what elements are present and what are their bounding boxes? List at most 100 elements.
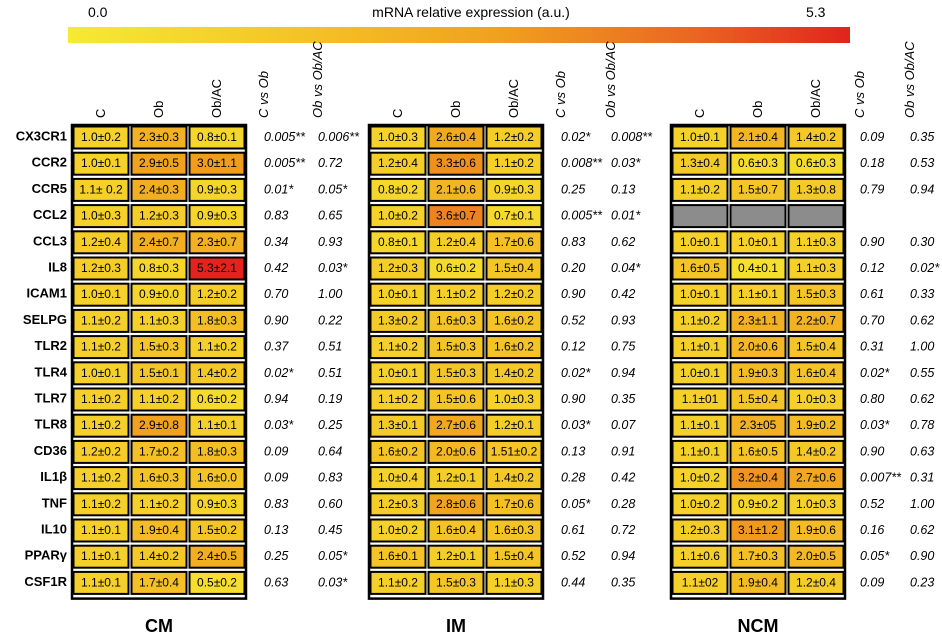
heatmap-cell bbox=[729, 282, 787, 307]
stat-value: 0.03* bbox=[860, 418, 890, 432]
cell-value: 0.6±0.3 bbox=[738, 156, 778, 170]
heatmap-cell bbox=[671, 335, 729, 360]
heatmap-cell bbox=[188, 151, 246, 176]
stat-value: 0.02* bbox=[561, 366, 591, 380]
heatmap-cell bbox=[72, 466, 130, 491]
heatmap-cell bbox=[369, 256, 427, 281]
cell-value: 1.2±0.4 bbox=[796, 575, 836, 589]
stat-value: 0.94 bbox=[910, 182, 934, 196]
stat-value: 0.09 bbox=[264, 471, 288, 485]
heatmap-cell bbox=[729, 439, 787, 464]
heatmap-cell bbox=[130, 282, 188, 307]
scale-min-label: 0.0 bbox=[88, 4, 108, 20]
heatmap-cell bbox=[130, 335, 188, 360]
heatmap-cell bbox=[72, 335, 130, 360]
cell-value: 2.1±0.6 bbox=[436, 182, 476, 196]
cell-value: 1.7±0.6 bbox=[494, 497, 534, 511]
stat-value: 0.19 bbox=[318, 392, 342, 406]
heatmap-cell bbox=[787, 544, 845, 569]
cell-value: 1.9±0.3 bbox=[738, 366, 778, 380]
cell-value: 1.6±0.4 bbox=[796, 366, 836, 380]
cell-value: 1.1±0.6 bbox=[680, 549, 720, 563]
heatmap-cell bbox=[671, 570, 729, 595]
cell-value: 1.6±0.0 bbox=[197, 471, 237, 485]
cell-value: 1.5±0.3 bbox=[139, 340, 179, 354]
stat-value: 0.35 bbox=[611, 575, 635, 589]
gene-label: CD36 bbox=[34, 443, 67, 458]
cell-value: 1.1±0.2 bbox=[378, 575, 418, 589]
cell-value: 1.1±0.2 bbox=[378, 340, 418, 354]
heatmap-cell bbox=[671, 125, 729, 150]
heatmap-cell bbox=[729, 335, 787, 360]
heatmap-cell bbox=[72, 177, 130, 202]
heatmap-cell bbox=[427, 335, 485, 360]
cell-value: 1.1±0.3 bbox=[796, 235, 836, 249]
heatmap-cell bbox=[671, 230, 729, 255]
heatmap-cell bbox=[188, 204, 246, 229]
stat-value: 0.55 bbox=[910, 366, 934, 380]
heatmap-cell bbox=[729, 204, 787, 229]
heatmap-cell bbox=[671, 387, 729, 412]
heatmap-cell bbox=[72, 230, 130, 255]
cell-value: 2.8±0.6 bbox=[436, 497, 476, 511]
cell-value: 1.5±0.3 bbox=[436, 340, 476, 354]
cell-value: 1.1±01 bbox=[682, 392, 719, 406]
cell-value: 3.1±1.2 bbox=[738, 523, 778, 537]
heatmap-cell bbox=[485, 387, 543, 412]
stat-value: 0.52 bbox=[860, 497, 884, 511]
heatmap-cell bbox=[369, 335, 427, 360]
heatmap-cell bbox=[485, 361, 543, 386]
cell-value: 1.1±0.2 bbox=[436, 287, 476, 301]
heatmap-cell bbox=[729, 387, 787, 412]
heatmap-cell bbox=[188, 439, 246, 464]
heatmap-cell bbox=[729, 125, 787, 150]
stat-header: C vs Ob bbox=[256, 71, 271, 118]
cell-value: 1.1±0.1 bbox=[738, 287, 778, 301]
cell-value: 0.7±0.1 bbox=[494, 209, 534, 223]
cell-value: 1.5±0.4 bbox=[796, 340, 836, 354]
cell-value: 1.4±0.2 bbox=[197, 366, 237, 380]
cell-value: 2.7±0.6 bbox=[796, 471, 836, 485]
cell-value: 1.1±0.3 bbox=[796, 261, 836, 275]
heatmap-cell bbox=[787, 282, 845, 307]
heatmap-cell bbox=[485, 256, 543, 281]
cell-value: 1.3±0.8 bbox=[796, 182, 836, 196]
stat-value: 0.008** bbox=[611, 130, 653, 144]
heatmap-cell bbox=[485, 544, 543, 569]
heatmap-cell bbox=[369, 177, 427, 202]
heatmap-cell bbox=[787, 570, 845, 595]
heatmap-cell bbox=[369, 387, 427, 412]
heatmap-cell bbox=[729, 256, 787, 281]
heatmap-cell bbox=[787, 177, 845, 202]
cell-value: 2.0±0.6 bbox=[436, 444, 476, 458]
cell-value: 1.2±0.4 bbox=[436, 235, 476, 249]
heatmap-cell bbox=[671, 413, 729, 438]
panel-border bbox=[367, 123, 545, 600]
heatmap-cell bbox=[485, 282, 543, 307]
heatmap-cell bbox=[369, 361, 427, 386]
cell-value: 2.0±0.6 bbox=[738, 340, 778, 354]
cell-value: 2.2±0.7 bbox=[796, 313, 836, 327]
stat-value: 0.90 bbox=[561, 287, 585, 301]
heatmap-cell bbox=[787, 387, 845, 412]
cell-value: 1.2±0.3 bbox=[378, 261, 418, 275]
stat-value: 0.005** bbox=[561, 209, 603, 223]
cell-value: 1.8±0.3 bbox=[197, 444, 237, 458]
cell-value: 0.8±0.1 bbox=[197, 130, 237, 144]
cell-value: 1.6±0.2 bbox=[378, 444, 418, 458]
cell-value: 1.4±0.2 bbox=[796, 444, 836, 458]
heatmap-cell bbox=[671, 282, 729, 307]
stat-value: 0.45 bbox=[318, 523, 342, 537]
gene-label: CSF1R bbox=[24, 574, 67, 589]
cell-value: 1.5±0.3 bbox=[436, 575, 476, 589]
stat-value: 0.70 bbox=[860, 313, 884, 327]
cell-value: 1.51±0.2 bbox=[491, 444, 538, 458]
heatmap-cell bbox=[671, 361, 729, 386]
cell-value: 2.9±0.5 bbox=[139, 156, 179, 170]
heatmap-cell bbox=[427, 204, 485, 229]
cell-value: 1.6±0.2 bbox=[494, 340, 534, 354]
cell-value: 1.5±0.3 bbox=[796, 287, 836, 301]
heatmap-cell bbox=[427, 518, 485, 543]
cell-value: 1.1±0.3 bbox=[139, 313, 179, 327]
cell-value: 0.9±0.2 bbox=[738, 497, 778, 511]
